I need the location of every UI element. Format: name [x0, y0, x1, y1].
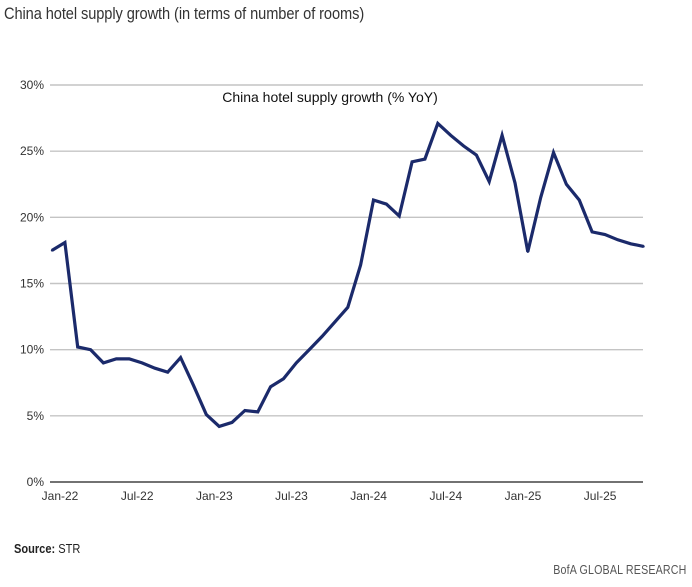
data-point — [436, 122, 439, 125]
data-point — [398, 214, 401, 218]
data-point — [552, 151, 555, 154]
x-tick-label: Jan-25 — [505, 489, 542, 503]
data-point — [526, 250, 530, 253]
data-point — [76, 345, 79, 349]
data-point — [616, 238, 620, 242]
x-tick-label: Jul-23 — [275, 489, 308, 503]
data-point — [385, 202, 388, 206]
data-points — [50, 122, 645, 428]
data-point — [590, 230, 594, 234]
chart-title: China hotel supply growth (% YoY) — [222, 89, 438, 105]
y-tick-label: 20% — [20, 210, 44, 224]
data-point — [333, 320, 337, 324]
data-point — [372, 198, 375, 202]
x-axis-ticks: Jan-22 Jul-22 Jan-23 Jul-23 Jan-24 Jul-24 Jan-… — [42, 489, 617, 503]
data-point — [256, 410, 259, 414]
data-point — [488, 180, 491, 183]
data-point — [295, 361, 298, 365]
data-point — [578, 198, 581, 202]
source-value: STR — [58, 541, 81, 556]
y-tick-label: 25% — [20, 144, 44, 158]
y-tick-label: 0% — [27, 475, 45, 489]
data-point — [89, 348, 92, 351]
data-point — [230, 421, 234, 424]
data-point — [539, 196, 542, 199]
x-tick-label: Jul-22 — [121, 489, 154, 503]
source-note: Source: STR — [14, 541, 80, 556]
data-point — [205, 413, 208, 416]
data-point — [115, 357, 118, 361]
data-point — [50, 249, 54, 252]
data-point — [217, 425, 221, 428]
data-point — [475, 153, 478, 157]
gridlines — [50, 84, 643, 417]
data-point — [153, 366, 157, 370]
data-point — [243, 409, 247, 412]
data-point — [642, 245, 645, 248]
data-point — [449, 134, 452, 137]
data-point — [166, 370, 169, 374]
data-point — [269, 385, 272, 388]
data-point — [565, 183, 568, 186]
data-point — [102, 361, 105, 365]
x-tick-label: Jan-22 — [42, 489, 79, 503]
data-point — [320, 335, 324, 338]
data-point — [423, 157, 427, 161]
brand-label: BofA GLOBAL RESEARCH — [552, 562, 686, 577]
data-point — [308, 348, 311, 351]
data-point — [127, 357, 131, 361]
x-tick-label: Jan-24 — [350, 489, 387, 503]
y-tick-label: 15% — [20, 277, 44, 291]
source-label: Source: — [14, 541, 56, 556]
data-point — [179, 356, 182, 359]
y-tick-label: 10% — [20, 343, 44, 357]
data-point — [603, 233, 607, 236]
x-tick-label: Jul-24 — [429, 489, 462, 503]
data-point — [282, 377, 285, 380]
data-point — [629, 242, 632, 245]
chart-subtitle: China hotel supply growth (in terms of n… — [4, 4, 365, 23]
data-point — [513, 181, 517, 185]
y-tick-label: 5% — [27, 409, 45, 423]
data-point — [63, 241, 67, 244]
data-point — [140, 361, 144, 365]
y-axis-ticks: 0% 5% 10% 15% 20% 25% 30% — [20, 78, 44, 489]
x-tick-label: Jul-25 — [584, 489, 617, 503]
series-line — [51, 120, 644, 429]
data-point — [192, 384, 195, 387]
data-point — [410, 160, 414, 163]
x-tick-label: Jan-23 — [196, 489, 233, 503]
data-point — [346, 306, 349, 309]
data-point — [359, 263, 362, 267]
data-point — [462, 144, 465, 148]
data-point — [500, 134, 504, 137]
y-tick-label: 30% — [20, 78, 44, 92]
